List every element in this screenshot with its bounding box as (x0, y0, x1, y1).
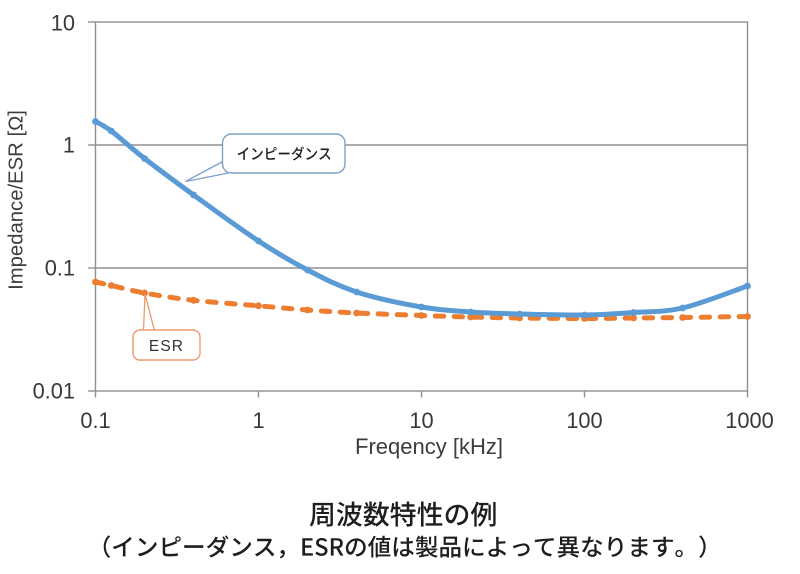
svg-text:1: 1 (252, 408, 264, 433)
svg-text:1: 1 (63, 133, 75, 158)
svg-text:ESR: ESR (149, 338, 184, 355)
svg-text:0.1: 0.1 (45, 256, 75, 281)
svg-text:Impedance/ESR [Ω]: Impedance/ESR [Ω] (6, 110, 28, 290)
svg-text:1000: 1000 (725, 408, 774, 433)
svg-text:10: 10 (409, 408, 433, 433)
svg-text:Freqency [kHz]: Freqency [kHz] (355, 434, 503, 459)
svg-text:100: 100 (566, 408, 602, 433)
svg-text:10: 10 (51, 11, 75, 36)
svg-text:0.01: 0.01 (33, 379, 75, 404)
svg-text:0.1: 0.1 (80, 408, 110, 433)
